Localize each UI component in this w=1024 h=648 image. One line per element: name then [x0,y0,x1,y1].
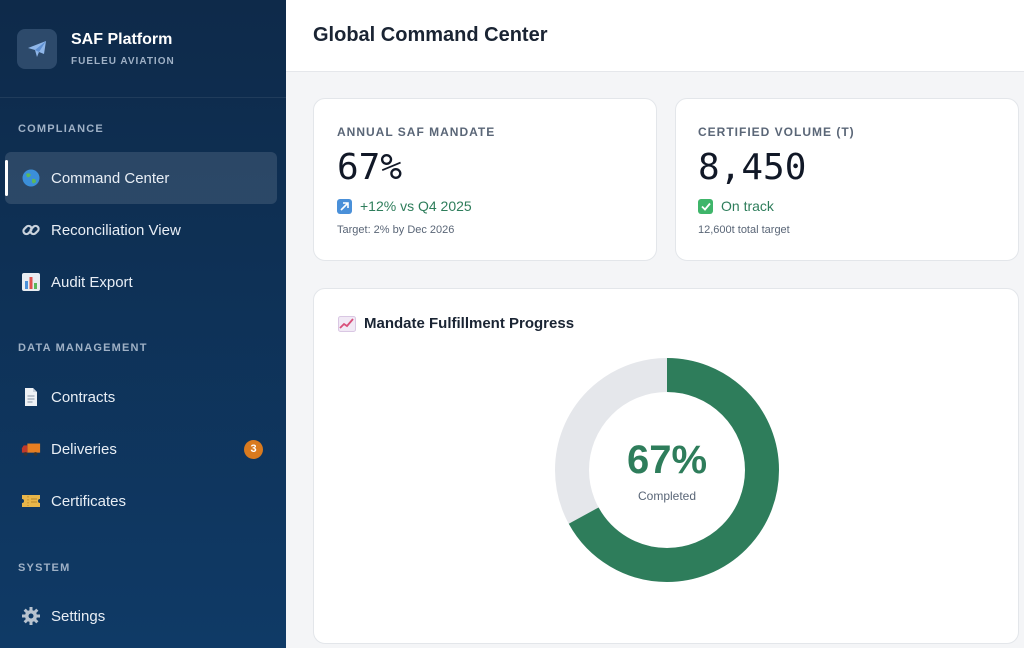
kpi-trend-text: +12% vs Q4 2025 [360,198,472,214]
kpi-trend: +12% vs Q4 2025 [337,198,656,214]
brand-subtitle: FUELEU AVIATION [71,55,175,67]
ticket-icon [21,491,41,511]
link-icon [21,220,41,240]
sidebar-item-label: Certificates [51,492,127,510]
kpi-value: 67% [337,147,403,188]
gear-icon [21,606,41,626]
sidebar-item-label: Audit Export [51,273,133,291]
sidebar-item-deliveries[interactable]: Deliveries 3 [5,423,277,475]
mandate-progress-card: Mandate Fulfillment Progress 67% Complet… [313,288,1019,644]
sidebar-item-audit-export[interactable]: Audit Export [5,256,277,308]
kpi-trend: On track [698,198,1018,214]
arrow-up-right-icon [337,198,352,214]
document-icon [21,387,41,407]
kpi-value: 8,450 [698,147,807,188]
kpi-card-annual-saf-mandate: ANNUAL SAF MANDATE 67% +12% vs Q4 2025 T… [313,98,657,261]
kpi-subtext: 12,600t total target [698,224,790,236]
donut-center: 67% Completed [554,357,780,583]
sidebar-item-label: Reconciliation View [51,221,181,239]
progress-donut-chart [555,358,779,582]
sidebar-item-label: Command Center [51,169,170,187]
kpi-trend-text: On track [721,198,774,214]
section-label-data-management: DATA MANAGEMENT [18,342,148,354]
kpi-card-certified-volume: CERTIFIED VOLUME (T) 8,450 On track 12,6… [675,98,1019,261]
truck-icon [21,439,41,459]
sidebar-item-command-center[interactable]: Command Center [5,152,277,204]
sidebar-item-contracts[interactable]: Contracts [5,371,277,423]
sidebar: SAF Platform FUELEU AVIATION COMPLIANCE … [0,0,286,648]
section-label-compliance: COMPLIANCE [18,123,104,135]
kpi-label: ANNUAL SAF MANDATE [337,125,496,139]
bar-chart-icon [21,272,41,292]
progress-title-text: Mandate Fulfillment Progress [364,315,575,332]
sidebar-item-reconciliation-view[interactable]: Reconciliation View [5,204,277,256]
deliveries-count-badge: 3 [244,439,263,459]
sidebar-item-label: Deliveries [51,440,117,458]
donut-fill-arc [555,358,779,582]
top-bar: Global Command Center [286,0,1024,72]
brand: SAF Platform FUELEU AVIATION [0,0,286,98]
sidebar-item-certificates[interactable]: Certificates [5,475,277,527]
section-label-system: SYSTEM [18,562,71,574]
globe-icon [21,168,41,188]
progress-donut: 67% Completed [554,357,780,583]
checkmark-icon [698,198,713,214]
sidebar-item-label: Settings [51,607,106,625]
progress-caption: Completed [637,488,697,503]
airplane-icon [17,28,57,69]
kpi-label: CERTIFIED VOLUME (T) [698,125,855,139]
kpi-subtext: Target: 2% by Dec 2026 [337,224,455,236]
progress-title: Mandate Fulfillment Progress [338,315,574,332]
brand-name: SAF Platform [71,30,173,48]
line-chart-icon [338,315,356,332]
page-title: Global Command Center [313,24,548,46]
sidebar-item-settings[interactable]: Settings [5,590,277,642]
progress-value: 67% [626,437,708,482]
sidebar-item-label: Contracts [51,388,116,406]
